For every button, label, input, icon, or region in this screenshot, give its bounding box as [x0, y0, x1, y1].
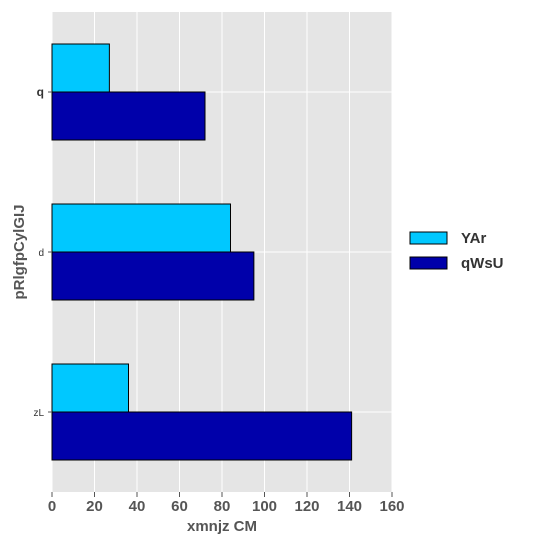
legend: YAr qWsU	[409, 230, 504, 272]
y-axis-title: pRlgfpCylGIJ	[11, 204, 28, 299]
x-tick-label: 140	[337, 498, 362, 515]
x-tick-label: 0	[48, 498, 56, 515]
y-axis-ticks: q d zL	[33, 85, 52, 419]
x-tick-label: 120	[294, 498, 319, 515]
legend-swatch-qWsU	[409, 256, 448, 270]
bar-qWsU-zL	[51, 411, 353, 461]
y-tick-label: d	[38, 248, 44, 259]
x-axis-title: xmnjz CM	[187, 518, 257, 535]
bar-YAr-q	[51, 43, 110, 93]
x-tick-label: 160	[379, 498, 404, 515]
x-tick-label: 60	[171, 498, 188, 515]
legend-label-qWsU: qWsU	[461, 255, 504, 272]
x-tick-label: 40	[129, 498, 146, 515]
x-axis-ticks: 0 20 40 60 80 100 120 140 160	[48, 492, 405, 515]
x-tick-label: 100	[252, 498, 277, 515]
bars	[51, 43, 353, 461]
x-tick-label: 20	[86, 498, 103, 515]
legend-swatch-YAr	[409, 231, 448, 245]
bar-YAr-zL	[51, 363, 129, 413]
x-tick-label: 80	[214, 498, 231, 515]
legend-label-YAr: YAr	[461, 230, 486, 247]
y-tick-label: zL	[33, 408, 44, 419]
bar-YAr-d	[51, 203, 231, 253]
bar-qWsU-d	[51, 251, 255, 301]
bar-qWsU-q	[51, 91, 206, 141]
y-tick-label: q	[37, 85, 44, 99]
